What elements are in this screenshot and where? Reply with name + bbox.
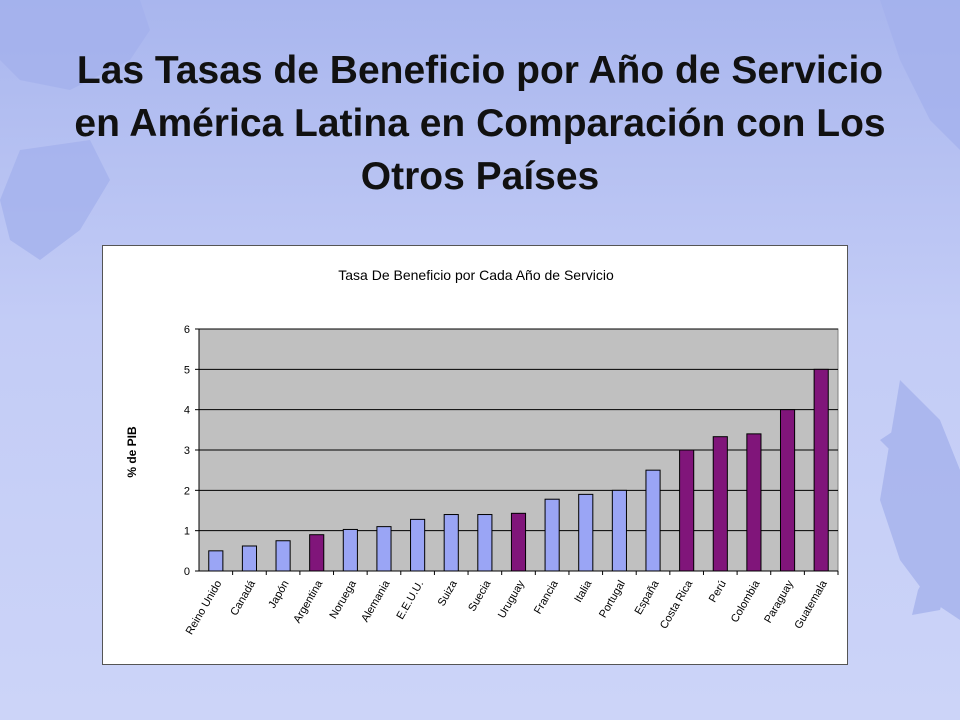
x-tick-label: Perú xyxy=(707,579,729,605)
x-tick-label: Paraguay xyxy=(762,578,796,625)
bar-suecia xyxy=(477,514,493,572)
x-tick-label: Uruguay xyxy=(496,578,527,620)
bar-e-e-u-u- xyxy=(410,518,426,572)
x-tick-label: E.E.U.U. xyxy=(394,579,426,622)
bar-reino-unido xyxy=(208,550,224,572)
y-tick-label: 0 xyxy=(184,566,190,578)
y-tick-label: 1 xyxy=(184,526,190,538)
bar-colombia xyxy=(746,433,762,572)
x-tick-label: Francia xyxy=(532,578,561,617)
bar-chart: Tasa De Beneficio por Cada Año de Servic… xyxy=(125,267,839,637)
x-tick-label: España xyxy=(633,578,662,617)
bar-paraguay xyxy=(779,409,796,572)
chart-title: Tasa De Beneficio por Cada Año de Servic… xyxy=(338,267,614,283)
x-tick-label: Noruega xyxy=(327,578,359,621)
bar-alemania xyxy=(376,526,392,572)
bar-uruguay xyxy=(510,512,527,572)
x-tick-label: Canadá xyxy=(228,578,258,618)
bar-francia xyxy=(544,498,560,572)
x-tick-label: Argentina xyxy=(291,578,325,626)
y-axis-label: % de PIB xyxy=(125,426,139,478)
x-tick-label: Colombia xyxy=(729,578,763,625)
slide-title: Las Tasas de Beneficio por Año de Servic… xyxy=(74,49,886,198)
bar-italia xyxy=(578,493,594,572)
y-tick-label: 4 xyxy=(184,405,190,417)
x-tick-label: Alemania xyxy=(359,578,393,624)
bar-canad- xyxy=(241,545,258,572)
bar-noruega xyxy=(342,528,358,572)
x-tick-label: Costa Rica xyxy=(658,578,696,631)
y-tick-label: 3 xyxy=(184,445,190,457)
bar-costa-rica xyxy=(679,449,695,572)
bar-guatemala xyxy=(813,368,829,572)
bar-jap-n xyxy=(275,540,291,572)
x-tick-label: Suecia xyxy=(466,578,494,614)
x-tick-label: Reino Unido xyxy=(184,579,225,637)
x-tick-label: Italia xyxy=(572,578,594,605)
x-tick-label: Suiza xyxy=(436,578,461,609)
y-tick-label: 2 xyxy=(184,485,190,497)
y-tick-label: 5 xyxy=(184,364,190,376)
x-tick-label: Japón xyxy=(266,579,291,611)
x-tick-label: Portugal xyxy=(597,579,628,620)
bar-per- xyxy=(712,436,728,572)
x-tick-label: Guatemala xyxy=(792,578,830,631)
bar-espa-a xyxy=(645,469,661,572)
bar-portugal xyxy=(611,489,627,572)
y-tick-label: 6 xyxy=(184,324,190,336)
bar-suiza xyxy=(443,514,459,572)
bar-argentina xyxy=(309,534,325,572)
chart-frame: Tasa De Beneficio por Cada Año de Servic… xyxy=(102,245,848,665)
